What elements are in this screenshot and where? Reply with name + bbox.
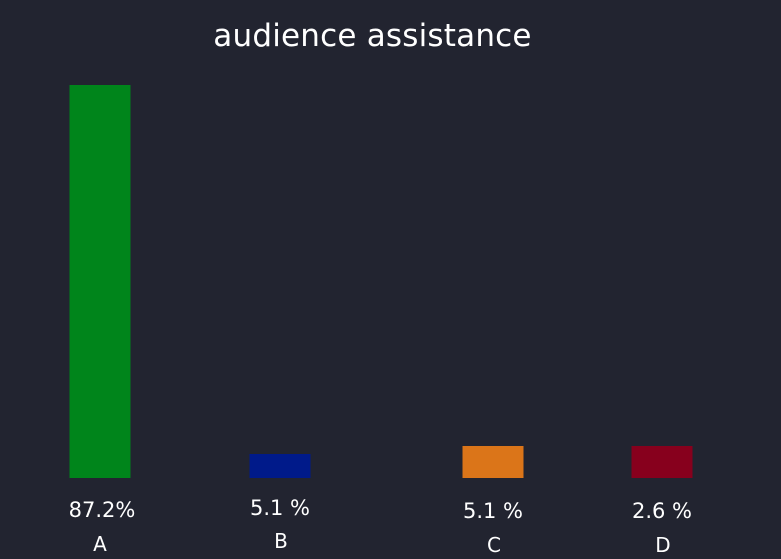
value-label-c: 5.1 %	[463, 499, 523, 523]
bar-d	[631, 446, 693, 478]
value-label-a: 87.2%	[69, 498, 136, 522]
category-label-c: C	[487, 533, 501, 557]
category-label-d: D	[655, 533, 670, 557]
value-label-b: 5.1 %	[250, 496, 310, 520]
category-label-b: B	[274, 529, 288, 553]
bar-c	[462, 446, 524, 478]
bar-a	[69, 85, 131, 478]
chart-title: audience assistance	[213, 18, 532, 54]
category-label-a: A	[93, 532, 107, 556]
bar-b	[249, 454, 311, 478]
value-label-d: 2.6 %	[632, 499, 692, 523]
